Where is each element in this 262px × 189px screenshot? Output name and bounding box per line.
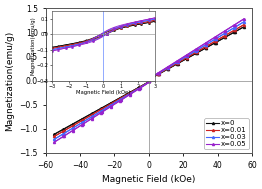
x=0.03 (152, 75, 155, 77)
x=0 (152, 76, 155, 78)
x=0.01 (57, 133, 60, 135)
x=0 (87, 114, 90, 117)
x=0.03 (129, 92, 133, 94)
x=0.05 (87, 120, 90, 122)
x=0.01 (242, 24, 245, 26)
Line: x=0: x=0 (53, 26, 245, 135)
x=0.05 (152, 75, 155, 77)
x=0 (242, 26, 245, 28)
x=0.01 (152, 75, 155, 78)
x=0.03 (53, 138, 56, 140)
Line: x=0.03: x=0.03 (53, 21, 245, 140)
x=0.03 (87, 118, 90, 120)
Line: x=0.05: x=0.05 (53, 18, 245, 143)
x=0.01 (53, 135, 56, 138)
Line: x=0.01: x=0.01 (53, 24, 245, 137)
x=0.03 (57, 136, 60, 138)
x=0.05 (57, 138, 60, 140)
x=0.05 (242, 18, 245, 20)
x=0.05 (53, 141, 56, 143)
x=0.01 (87, 116, 90, 118)
x=0.01 (151, 76, 154, 78)
x=0 (57, 131, 60, 133)
Y-axis label: Magnetization(emu/g): Magnetization(emu/g) (5, 31, 14, 131)
x=0 (53, 133, 56, 136)
x=0.03 (242, 21, 245, 23)
x=0.03 (151, 76, 154, 78)
Legend: x=0, x=0.01, x=0.03, x=0.05: x=0, x=0.01, x=0.03, x=0.05 (204, 118, 249, 149)
X-axis label: Magnetic Field (kOe): Magnetic Field (kOe) (102, 175, 196, 184)
x=0.01 (129, 91, 133, 94)
x=0.01 (140, 85, 143, 88)
x=0.05 (140, 86, 143, 89)
x=0 (151, 76, 154, 79)
x=0 (140, 85, 143, 87)
x=0 (129, 91, 133, 93)
x=0.03 (140, 86, 143, 88)
x=0.05 (129, 93, 133, 95)
x=0.05 (151, 75, 154, 78)
